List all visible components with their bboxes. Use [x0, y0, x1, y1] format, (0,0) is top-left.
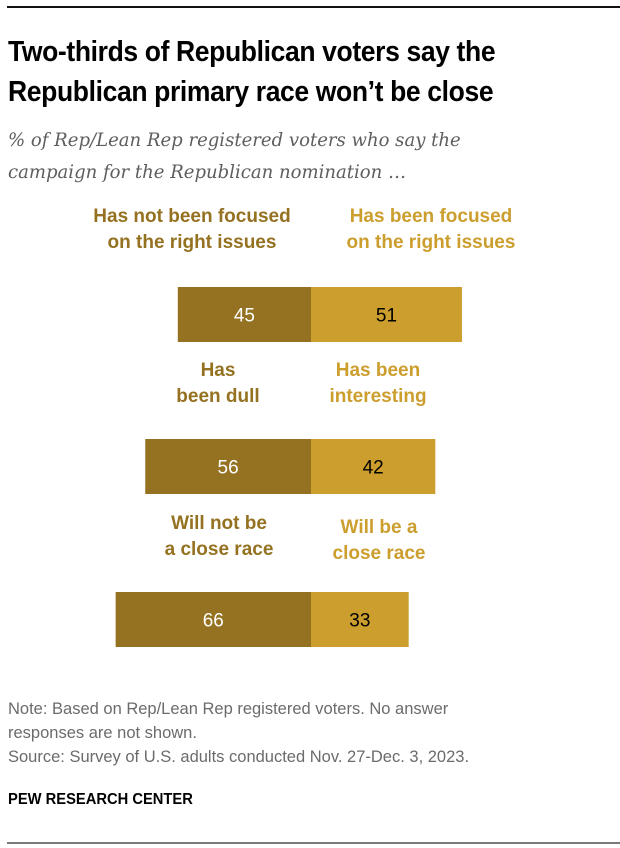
value-label-positive: 51: [376, 306, 397, 327]
category-label-positive: Has been focused: [350, 206, 513, 227]
value-label-negative: 45: [234, 306, 255, 327]
bar-row: 45 51 Has not been focused on the right iss…: [93, 206, 515, 342]
bar-positive: [311, 287, 462, 342]
bar-positive: [311, 592, 409, 647]
note-line: responses are not shown.: [8, 724, 197, 742]
note-block: Note: Based on Rep/Lean Rep registered v…: [8, 697, 608, 769]
bar-row: 56 42 Has been dull Has been interesting: [145, 360, 436, 494]
pew-research-center-logo: PEW RESEARCH CENTER: [8, 791, 193, 808]
diverging-bar-chart: 45 51 Has not been focused on the right iss…: [93, 206, 515, 647]
category-label-negative: a close race: [165, 539, 274, 560]
note-line: Note: Based on Rep/Lean Rep registered v…: [8, 700, 449, 718]
chart-title: Two-thirds of Republican voters say the …: [8, 32, 575, 112]
category-label-positive: Will be a: [341, 517, 418, 538]
category-label-negative: Has not been focused: [93, 206, 290, 227]
title-line: Republican primary race won’t be close: [8, 76, 494, 108]
title-line: Two-thirds of Republican voters say the: [8, 36, 496, 68]
value-label-positive: 33: [349, 611, 370, 632]
bar-positive: [311, 439, 436, 494]
category-label-positive: close race: [333, 543, 426, 564]
bar-row: 66 33 Will not be a close race Will be a clos…: [115, 513, 426, 647]
bar-negative: [177, 287, 311, 342]
category-label-negative: been dull: [176, 386, 259, 407]
value-label-positive: 42: [363, 458, 384, 479]
category-label-negative: Has: [201, 360, 236, 381]
subtitle-line: campaign for the Republican nomination …: [8, 161, 407, 183]
category-label-positive: on the right issues: [347, 232, 516, 253]
bar-negative: [115, 592, 311, 647]
category-label-positive: interesting: [329, 386, 426, 407]
bar-negative: [145, 439, 311, 494]
category-label-negative: on the right issues: [108, 232, 277, 253]
top-rule: [7, 6, 620, 8]
source-line: Source: Survey of U.S. adults conducted …: [8, 748, 470, 766]
bottom-rule: [7, 842, 620, 844]
value-label-negative: 66: [203, 611, 224, 632]
value-label-negative: 56: [218, 458, 239, 479]
chart-subtitle: % of Rep/Lean Rep registered voters who …: [8, 124, 578, 188]
subtitle-line: % of Rep/Lean Rep registered voters who …: [8, 129, 461, 151]
category-label-positive: Has been: [336, 360, 420, 381]
category-label-negative: Will not be: [171, 513, 267, 534]
